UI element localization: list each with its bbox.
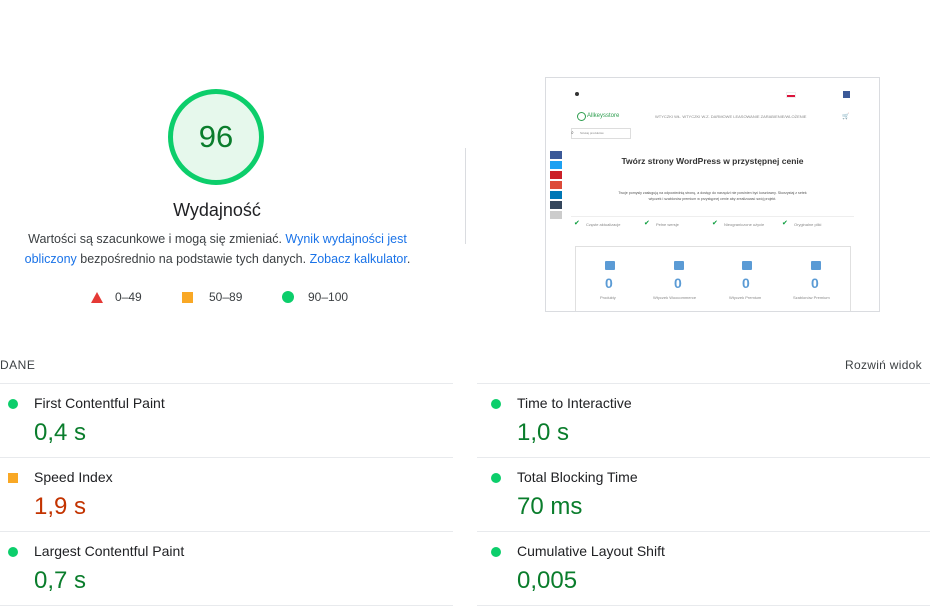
check-icon: ✔ <box>712 220 718 227</box>
thumb-check-1: Częste aktualizacje <box>586 222 621 227</box>
thumb-stat-4-label: Szablonów Premium <box>793 295 830 300</box>
metric-cls-value: 0,005 <box>517 567 578 594</box>
divider <box>0 383 453 384</box>
disclaimer-text-2: bezpośrednio na podstawie tych danych. <box>76 251 310 266</box>
legend-fail: 0–49 <box>91 290 142 304</box>
thumb-check-4: Oryginalne pliki <box>794 222 822 227</box>
plug-icon <box>742 261 752 270</box>
divider <box>465 148 466 244</box>
thumb-search: Szukaj produktów <box>571 128 631 139</box>
thumb-check-3: Nieograniczone użycie <box>724 222 765 227</box>
metric-lcp-value: 0,7 s <box>34 567 87 594</box>
thumb-headline: Twórz strony WordPress w przystępnej cen… <box>621 156 804 166</box>
box-icon <box>605 261 615 270</box>
disclaimer-text-1: Wartości są szacunkowe i mogą się zmieni… <box>28 232 286 246</box>
divider <box>477 605 930 606</box>
divider <box>0 605 453 606</box>
logo-icon <box>577 112 586 121</box>
metrics-section-title: DANE <box>0 358 36 372</box>
disclaimer-text-3: . <box>406 251 411 266</box>
pass-status-icon <box>491 547 501 557</box>
legend-pass-label: 90–100 <box>308 290 349 304</box>
share-twitter-icon <box>550 161 562 169</box>
share-google-icon <box>550 181 562 189</box>
divider <box>0 531 453 532</box>
check-icon: ✔ <box>782 220 788 227</box>
score-calculation-link[interactable]: Wynik wydajności jest obliczony <box>24 232 407 266</box>
thumb-divider <box>571 216 854 217</box>
red-triangle-icon <box>91 291 103 303</box>
performance-title: Wydajność <box>173 200 261 220</box>
performance-score-value: 96 <box>198 119 234 154</box>
legend-average: 50–89 <box>182 290 242 304</box>
thumb-stat-3-value: 0 <box>742 275 750 291</box>
flag-icon <box>786 92 796 98</box>
legend-fail-label: 0–49 <box>115 290 142 304</box>
metric-speed-index-label: Speed Index <box>34 469 113 485</box>
thumb-subtext-1: Twoje pomysły zasługują na odpowiednią s… <box>618 191 807 195</box>
metric-cls-label: Cumulative Layout Shift <box>517 543 665 559</box>
facebook-icon <box>843 91 850 98</box>
thumb-stat-2-value: 0 <box>674 275 682 291</box>
search-icon: ⌕ <box>571 130 574 136</box>
orange-square-icon <box>182 291 193 303</box>
performance-score-gauge: 96 <box>168 89 264 185</box>
share-facebook-icon <box>550 151 562 159</box>
metric-speed-index-value: 1,9 s <box>34 493 87 520</box>
thumb-stats-card <box>575 246 851 311</box>
metric-tti-label: Time to Interactive <box>517 395 632 411</box>
divider <box>477 383 930 384</box>
share-more-icon <box>550 211 562 219</box>
thumb-stat-2-label: Wtyczek Woocommerce <box>653 295 697 300</box>
thumb-stat-1-label: Produkty <box>600 295 616 300</box>
legend-average-label: 50–89 <box>209 290 243 304</box>
pass-status-icon <box>8 399 18 409</box>
file-icon <box>811 261 821 270</box>
thumb-nav: WTYCZKI WŁ. WTYCZKI W.Z. DARMOWE LEASOWA… <box>655 114 807 119</box>
check-icon: ✔ <box>644 220 650 227</box>
metric-fcp-label: First Contentful Paint <box>34 395 165 411</box>
divider <box>477 457 930 458</box>
divider <box>0 457 453 458</box>
thumb-subtext-2: wtyczek i szablonów premium w przystępne… <box>648 197 777 201</box>
calculator-link[interactable]: Zobacz kalkulator <box>309 251 407 266</box>
average-status-icon <box>8 473 18 483</box>
metric-fcp-value: 0,4 s <box>34 419 87 446</box>
score-disclaimer: Wartości są szacunkowe i mogą się zmieni… <box>20 230 415 269</box>
page-screenshot-thumbnail: Allkeysstore WTYCZKI WŁ. WTYCZKI W.Z. DA… <box>545 77 880 312</box>
cart-icon <box>674 261 684 270</box>
moon-icon <box>575 92 579 96</box>
thumb-brand: Allkeysstore <box>587 113 620 119</box>
metric-tbt-value: 70 ms <box>517 493 583 520</box>
share-linkedin-icon <box>550 191 562 199</box>
thumb-stat-3-label: Wtyczek Premium <box>729 295 762 300</box>
check-icon: ✔ <box>574 220 580 227</box>
metric-tti-value: 1,0 s <box>517 419 570 446</box>
metric-tbt-label: Total Blocking Time <box>517 469 638 485</box>
thumb-stat-4-value: 0 <box>811 275 819 291</box>
share-pinterest-icon <box>550 171 562 179</box>
thumb-search-placeholder: Szukaj produktów <box>580 131 604 135</box>
green-circle-icon <box>282 291 294 303</box>
pass-status-icon <box>491 399 501 409</box>
expand-view-toggle[interactable]: Rozwiń widok <box>845 358 922 372</box>
thumb-check-2: Pełne wersje <box>656 222 679 227</box>
pass-status-icon <box>8 547 18 557</box>
thumb-stat-1-value: 0 <box>605 275 613 291</box>
pass-status-icon <box>491 473 501 483</box>
share-tumblr-icon <box>550 201 562 209</box>
legend-pass: 90–100 <box>282 290 348 304</box>
metric-lcp-label: Largest Contentful Paint <box>34 543 185 559</box>
cart-icon: 🛒 <box>842 114 850 120</box>
divider <box>477 531 930 532</box>
